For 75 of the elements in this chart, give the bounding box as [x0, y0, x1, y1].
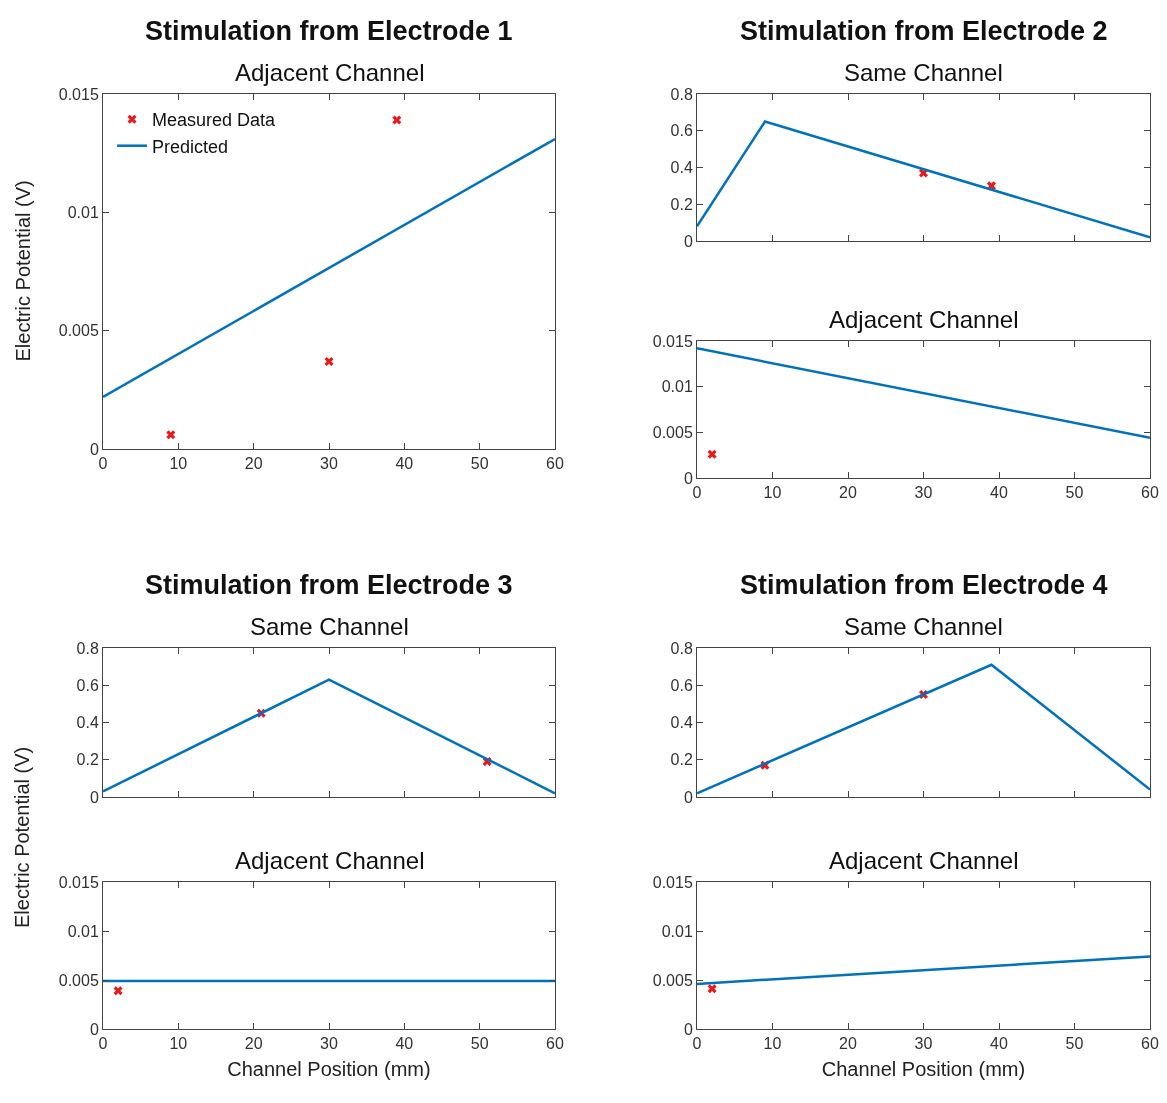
y-tick-label: 0.4: [670, 714, 693, 732]
y-tick-label: 0.4: [670, 159, 693, 177]
y-tick-label: 0.6: [76, 676, 99, 694]
legend-label: Predicted: [152, 136, 229, 157]
x-tick-label: 20: [839, 1035, 857, 1053]
x-tick-label: 50: [470, 455, 489, 473]
y-tick-label: 0.2: [670, 751, 693, 769]
y-axis-title: Electric Potential (V): [11, 180, 34, 362]
chart-title: Stimulation from Electrode 3: [145, 570, 513, 600]
y-tick-label: 0: [683, 1020, 693, 1038]
chart-subtitle: Same Channel: [844, 59, 1003, 86]
chart-title: Adjacent Channel: [829, 306, 1019, 333]
x-tick-label: 10: [763, 1035, 782, 1053]
point: [392, 115, 402, 125]
y-tick-label: 0.4: [76, 714, 99, 732]
x-tick-label: 20: [244, 455, 263, 473]
y-tick-label: 0.005: [652, 971, 693, 989]
y-axis-title: Electric Potential (V): [11, 746, 34, 928]
legend-label: Measured Data: [152, 110, 277, 131]
x-tick-label: 40: [990, 1035, 1008, 1053]
x-tick-label: 20: [244, 1035, 263, 1053]
x-tick-label: 20: [839, 484, 857, 502]
y-tick-label: 0.8: [76, 639, 99, 657]
y-tick-label: 0.6: [670, 676, 693, 694]
x-tick-label: 50: [470, 1035, 489, 1053]
x-tick-label: 30: [914, 1035, 933, 1053]
chart-subtitle: Adjacent Channel: [235, 59, 425, 86]
y-tick-label: 0.015: [652, 873, 693, 891]
chart-title: Adjacent Channel: [235, 847, 425, 874]
y-tick-label: 0.015: [58, 85, 99, 103]
y-tick-label: 0: [683, 232, 693, 250]
x-tick-label: 30: [320, 455, 338, 473]
x-tick-label: 40: [395, 455, 414, 473]
y-tick-label: 0: [89, 788, 99, 806]
chart-subtitle: Same Channel: [844, 613, 1003, 640]
y-tick-label: 0.2: [76, 751, 99, 769]
y-tick-label: 0.8: [670, 639, 693, 657]
x-axis-title: Channel Position (mm): [227, 1057, 431, 1080]
y-tick-label: 0.2: [670, 195, 693, 213]
x-tick-label: 10: [169, 455, 188, 473]
x-tick-label: 60: [546, 455, 564, 473]
x-tick-label: 40: [990, 484, 1008, 502]
y-tick-label: 0.005: [652, 423, 693, 441]
y-tick-label: 0.005: [58, 322, 99, 340]
chart-subtitle: Same Channel: [250, 613, 409, 640]
y-tick-label: 0.6: [670, 122, 693, 140]
chart-title: Stimulation from Electrode 1: [145, 16, 513, 46]
chart-title: Stimulation from Electrode 4: [740, 570, 1108, 600]
y-tick-label: 0.015: [652, 332, 693, 350]
y-tick-label: 0.01: [661, 922, 693, 940]
point: [324, 356, 334, 366]
chart-title: Stimulation from Electrode 2: [740, 16, 1108, 46]
y-tick-label: 0.015: [58, 873, 99, 891]
y-tick-label: 0.01: [661, 378, 693, 396]
x-tick-label: 60: [1141, 484, 1159, 502]
x-tick-label: 30: [320, 1035, 338, 1053]
x-tick-label: 60: [546, 1035, 564, 1053]
y-tick-label: 0.005: [58, 971, 99, 989]
x-tick-label: 60: [1141, 1035, 1159, 1053]
x-tick-label: 50: [1065, 1035, 1084, 1053]
x-tick-label: 50: [1065, 484, 1084, 502]
y-tick-label: 0: [89, 1020, 99, 1038]
y-tick-label: 0: [683, 469, 693, 487]
x-tick-label: 30: [914, 484, 933, 502]
x-axis-title: Channel Position (mm): [821, 1057, 1026, 1080]
x-tick-label: 10: [763, 484, 782, 502]
y-tick-label: 0.8: [670, 85, 693, 103]
point: [166, 430, 176, 440]
y-tick-label: 0.01: [67, 203, 99, 221]
y-tick-label: 0.01: [67, 922, 99, 940]
x-tick-label: 10: [169, 1035, 188, 1053]
x-tick-label: 40: [395, 1035, 414, 1053]
y-tick-label: 0: [683, 788, 693, 806]
chart-title: Adjacent Channel: [829, 847, 1019, 874]
y-tick-label: 0: [89, 440, 99, 458]
